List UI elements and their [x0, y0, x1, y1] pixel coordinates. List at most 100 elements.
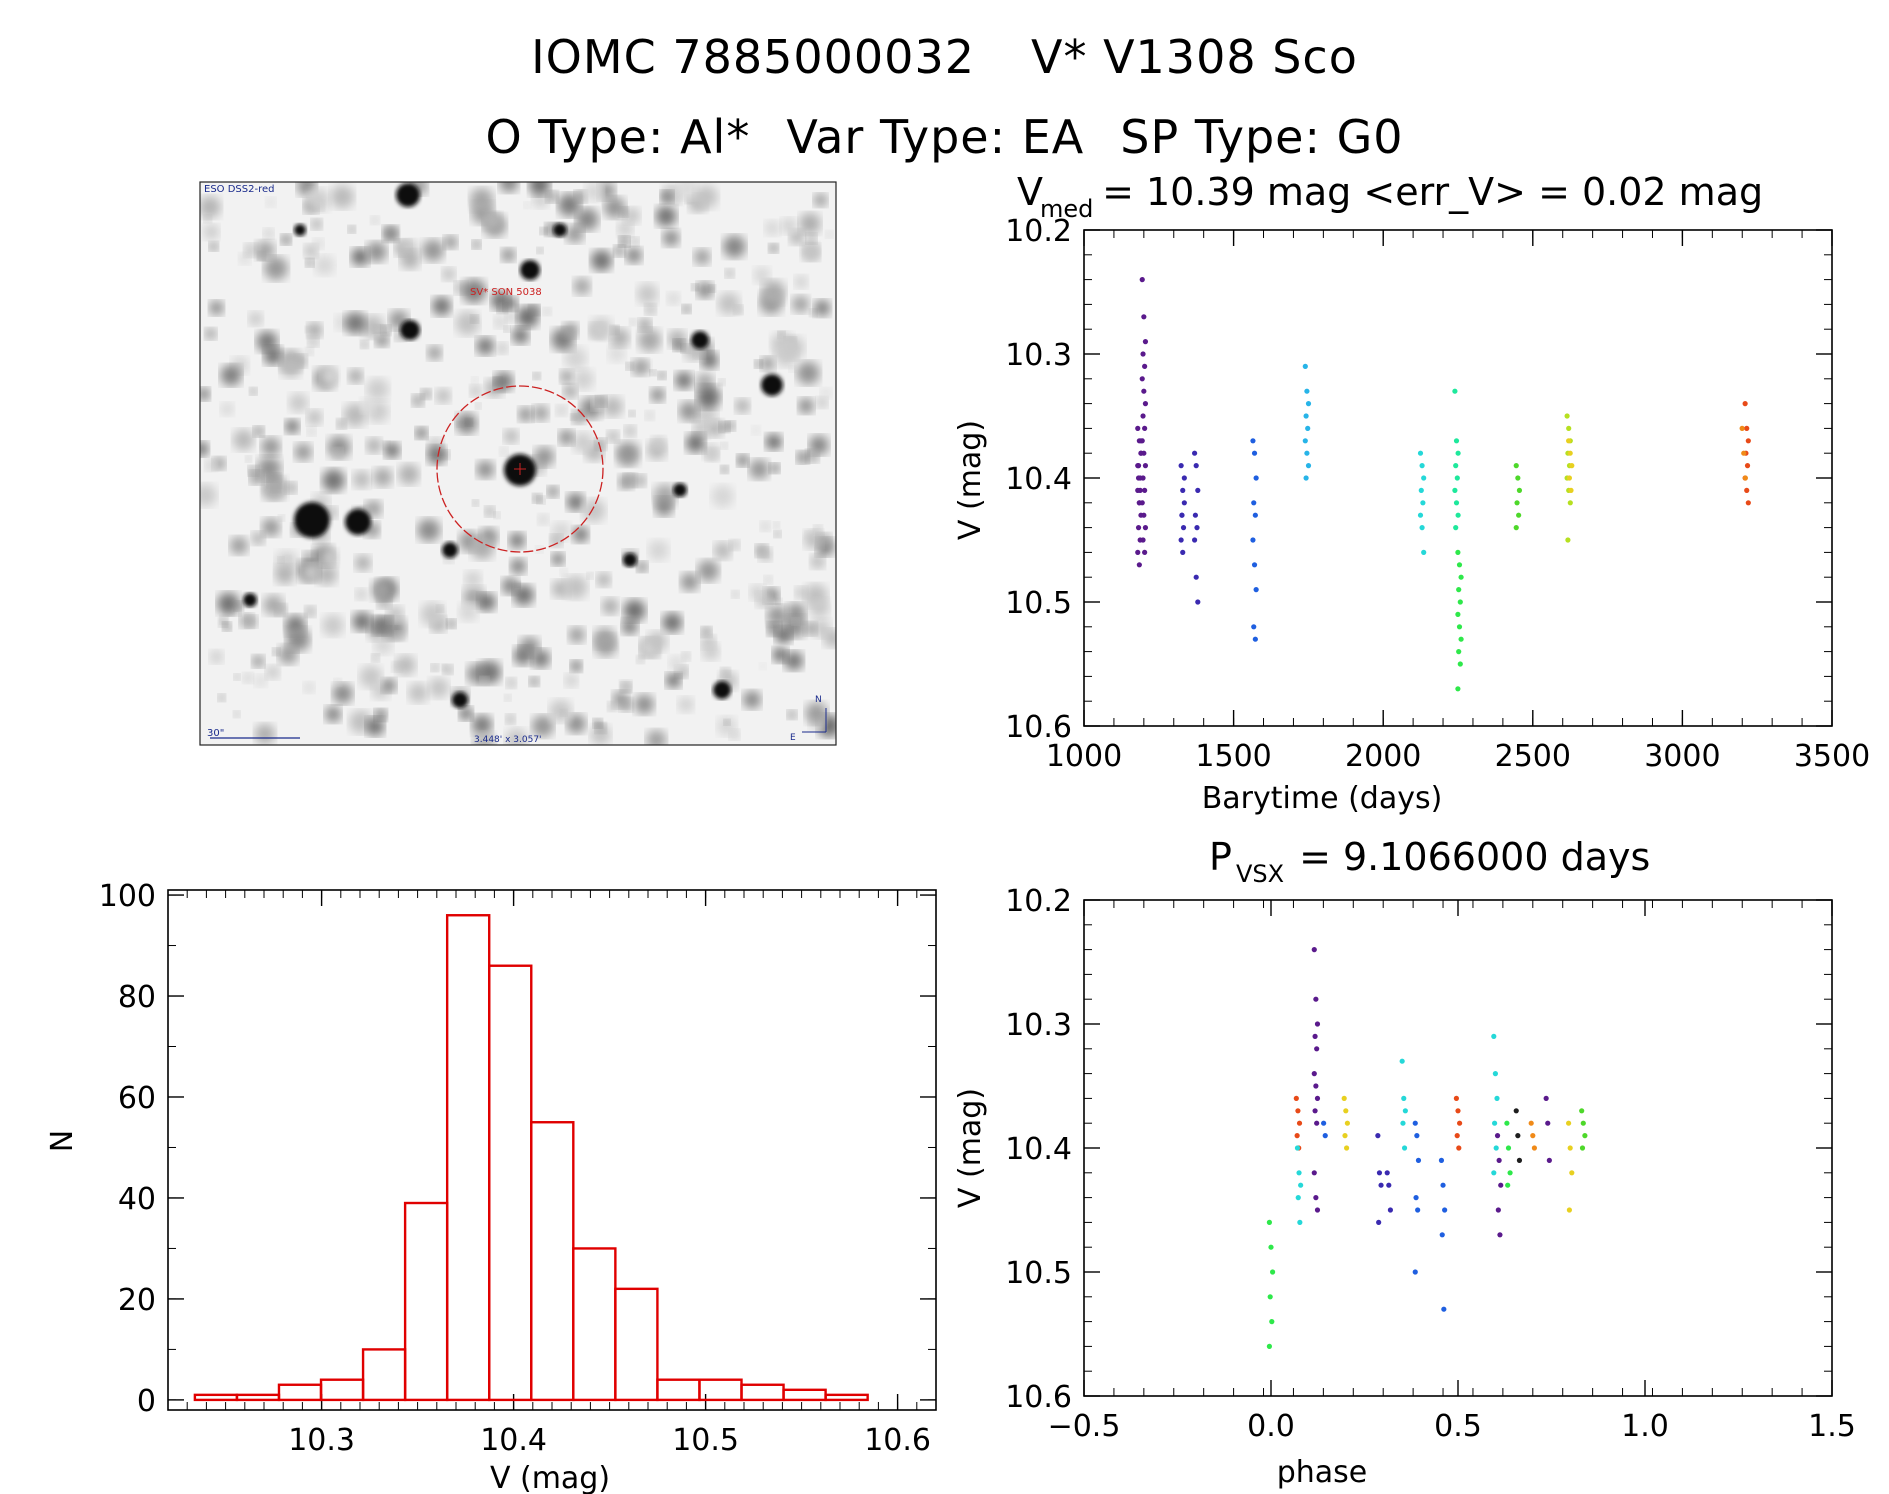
data-point	[1293, 1095, 1299, 1101]
sky-noise-blob	[796, 361, 820, 385]
sky-noise-blob	[572, 432, 594, 453]
sky-noise-blob	[768, 243, 779, 253]
data-point	[1296, 1170, 1302, 1176]
histogram-marks: 10.3 10.4 10.5 10.6 0 20 40 60 80 100	[99, 879, 937, 1458]
sky-noise-blob	[700, 351, 719, 369]
phased-title-main: P	[1209, 835, 1232, 879]
sky-noise-blob	[655, 205, 677, 227]
data-point	[1457, 1120, 1463, 1126]
data-point	[1457, 661, 1463, 667]
compass-east-label: E	[790, 733, 796, 743]
x-tick-label: 1.5	[1808, 1409, 1856, 1444]
sky-noise-blob	[233, 710, 241, 718]
x-tick-label: 3000	[1644, 739, 1720, 774]
sky-noise-blob	[348, 225, 356, 234]
y-tick-label: 10.5	[1005, 1256, 1072, 1291]
data-point	[1311, 1170, 1317, 1176]
data-point	[1513, 463, 1519, 469]
sky-noise-blob	[254, 723, 276, 745]
sky-noise-blob	[794, 275, 808, 289]
data-point	[1180, 549, 1186, 556]
sky-noise-blob	[713, 541, 732, 560]
sky-star	[553, 223, 567, 237]
sky-noise-blob	[314, 255, 335, 276]
data-point	[1412, 1269, 1418, 1275]
lightcurve-panel: V med = 10.39 mag <err_V> = 0.02 mag 100…	[953, 170, 1870, 816]
data-point	[1140, 537, 1146, 543]
data-point	[1417, 450, 1424, 456]
sky-noise-blob	[636, 561, 648, 573]
sky-noise-blob	[563, 383, 578, 399]
sky-star	[713, 681, 731, 699]
sky-noise-blob	[254, 674, 267, 688]
sky-noise-blob	[286, 627, 310, 652]
data-point	[1314, 1095, 1321, 1101]
data-point	[1455, 549, 1461, 556]
data-point	[1545, 1120, 1551, 1126]
sky-noise-blob	[294, 443, 313, 462]
sky-noise-blob	[823, 629, 836, 648]
sky-noise-blob	[721, 442, 728, 449]
phased-title-sub: VSX	[1236, 860, 1284, 888]
sky-noise-blob	[702, 642, 720, 661]
data-point	[1415, 1207, 1421, 1213]
sky-noise-blob	[316, 564, 338, 585]
sky-noise-blob	[586, 572, 594, 579]
histogram-panel: 10.3 10.4 10.5 10.6 0 20 40 60 80 100 V (mag) N	[45, 879, 937, 1494]
x-tick-label: 10.4	[480, 1423, 547, 1458]
x-tick-label: 0.5	[1434, 1409, 1482, 1444]
sky-noise-blob	[278, 514, 285, 522]
data-point	[1530, 1133, 1536, 1139]
sky-noise-blob	[200, 441, 209, 457]
sky-noise-blob	[566, 714, 586, 734]
sky-star	[400, 320, 420, 340]
sky-noise-blob	[789, 229, 805, 245]
data-point	[1401, 1145, 1408, 1151]
sky-noise-blob	[381, 678, 397, 693]
data-point	[1495, 1207, 1501, 1213]
sky-noise-blob	[385, 615, 394, 624]
sky-noise-blob	[264, 256, 288, 281]
data-point	[1566, 438, 1572, 444]
sky-noise-blob	[648, 540, 669, 561]
sky-noise-blob	[564, 673, 579, 688]
sky-noise-blob	[651, 436, 666, 451]
sky-star	[442, 542, 458, 558]
data-point	[1742, 401, 1748, 407]
data-point	[1491, 1170, 1497, 1176]
data-point	[1250, 537, 1256, 543]
data-point	[1579, 1145, 1586, 1151]
sky-noise-blob	[723, 719, 730, 726]
data-point	[1455, 450, 1461, 456]
data-point	[1266, 1219, 1272, 1225]
data-point	[1455, 1108, 1461, 1114]
sky-noise-blob	[503, 325, 510, 333]
variable-type: Var Type: EA	[786, 110, 1085, 164]
sky-noise-blob	[607, 344, 626, 363]
y-tick-label: 10.2	[1005, 214, 1072, 249]
sky-noise-blob	[624, 425, 637, 437]
sky-noise-blob	[791, 295, 810, 313]
data-point	[1566, 1120, 1572, 1126]
data-point	[1453, 525, 1459, 531]
data-point	[1341, 1095, 1347, 1101]
figure-title-line-1: IOMC 7885000032 V* V1308 Sco	[0, 30, 1889, 84]
sky-noise-blob	[657, 371, 666, 380]
sky-noise-blob	[471, 240, 481, 249]
sky-noise-blob	[625, 247, 643, 264]
sky-noise-blob	[758, 547, 773, 562]
sky-noise-blob	[322, 614, 344, 637]
sky-noise-blob	[532, 405, 549, 422]
data-point	[1496, 1157, 1502, 1163]
data-point	[1414, 1133, 1420, 1139]
sky-noise-blob	[245, 615, 258, 628]
sky-noise-blob	[705, 447, 720, 462]
sky-noise-blob	[711, 485, 734, 508]
data-point	[1344, 1145, 1350, 1151]
sky-noise-blob	[277, 556, 285, 564]
sky-noise-blob	[373, 635, 393, 655]
data-point	[1142, 339, 1149, 345]
data-point	[1457, 599, 1463, 605]
data-point	[1314, 1207, 1321, 1213]
sky-noise-blob	[307, 322, 323, 338]
